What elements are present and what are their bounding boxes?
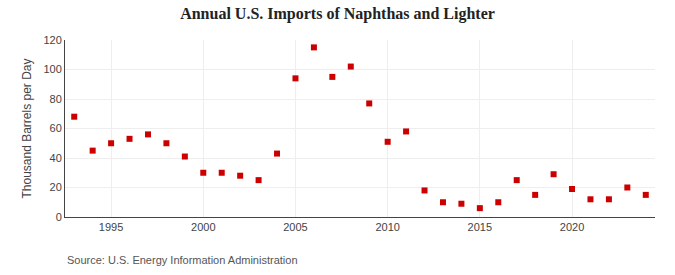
svg-text:Thousand Barrels per Day: Thousand Barrels per Day (20, 58, 34, 198)
svg-text:0: 0 (56, 211, 62, 223)
svg-text:40: 40 (50, 152, 62, 164)
svg-text:80: 80 (50, 93, 62, 105)
svg-text:100: 100 (43, 63, 61, 75)
svg-text:20: 20 (50, 181, 62, 193)
svg-text:60: 60 (50, 122, 62, 134)
svg-text:2005: 2005 (283, 221, 307, 233)
svg-text:2000: 2000 (191, 221, 215, 233)
svg-text:2020: 2020 (560, 221, 584, 233)
svg-text:120: 120 (43, 34, 61, 46)
svg-text:Annual U.S. Imports of Naphtha: Annual U.S. Imports of Naphthas and Ligh… (180, 5, 495, 23)
svg-text:1995: 1995 (99, 221, 123, 233)
svg-text:2015: 2015 (468, 221, 492, 233)
svg-text:2010: 2010 (375, 221, 399, 233)
svg-text:Source: U.S. Energy Informatio: Source: U.S. Energy Information Administ… (67, 254, 298, 266)
